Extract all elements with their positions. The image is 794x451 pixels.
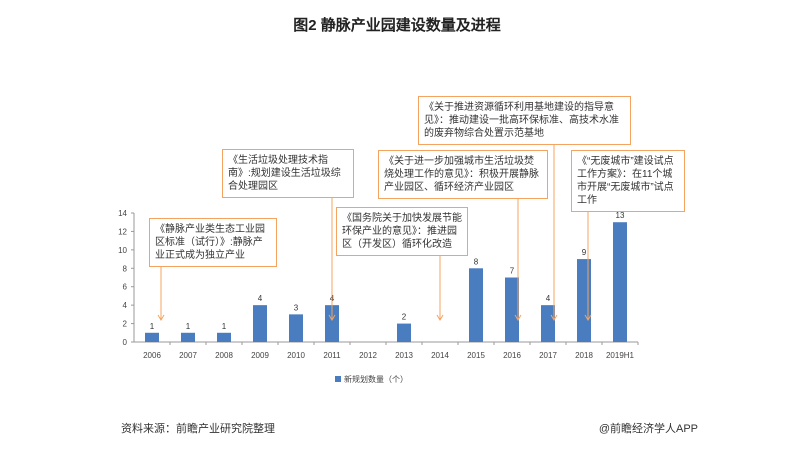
arrow-head-2018 bbox=[584, 314, 592, 321]
data-label-2018: 9 bbox=[582, 248, 587, 257]
y-tick-label: 2 bbox=[123, 320, 128, 329]
x-tick-label: 2010 bbox=[287, 351, 305, 360]
legend-swatch bbox=[335, 376, 341, 382]
y-tick-label: 0 bbox=[123, 338, 128, 347]
x-tick-label: 2018 bbox=[575, 351, 593, 360]
bar-2016 bbox=[505, 277, 519, 342]
data-label-2007: 1 bbox=[186, 322, 191, 331]
x-tick-label: 2016 bbox=[503, 351, 521, 360]
annotation-2014: 《国务院关于加快发展节能环保产业的意见》：推进园区（开发区）循环化改造 bbox=[336, 207, 468, 256]
chart-title: 图2 静脉产业园建设数量及进程 bbox=[293, 17, 501, 34]
bar-2018 bbox=[577, 259, 591, 342]
annotation-2006: 《静脉产业类生态工业园区标准（试行）》:静脉产业正式成为独立产业 bbox=[149, 218, 277, 267]
x-tick-label: 2008 bbox=[215, 351, 233, 360]
data-label-2006: 1 bbox=[150, 322, 155, 331]
data-label-2015: 8 bbox=[474, 257, 479, 266]
x-tick-label: 2013 bbox=[395, 351, 413, 360]
y-tick-label: 8 bbox=[123, 264, 128, 273]
bar-2011 bbox=[325, 305, 339, 342]
x-tick-label: 2015 bbox=[467, 351, 485, 360]
y-tick-label: 14 bbox=[118, 209, 127, 218]
annotation-2016: 《关于进一步加强城市生活垃圾焚烧处理工作的意见》：积极开展静脉产业园区、循环经济… bbox=[378, 150, 548, 199]
bar-2019H1 bbox=[613, 222, 627, 342]
arrow-head-2016 bbox=[514, 314, 522, 321]
x-tick-label: 2007 bbox=[179, 351, 197, 360]
data-label-2016: 7 bbox=[510, 267, 515, 276]
bar-2010 bbox=[289, 314, 303, 342]
arrow-head-2014 bbox=[436, 314, 444, 321]
bar-2013 bbox=[397, 323, 411, 342]
x-tick-label: 2014 bbox=[431, 351, 449, 360]
bar-2006 bbox=[145, 332, 159, 342]
bar-2007 bbox=[181, 332, 195, 342]
chart-legend: 新规划数量（个） bbox=[335, 374, 408, 384]
legend-label: 新规划数量（个） bbox=[344, 374, 408, 384]
y-tick-label: 6 bbox=[123, 283, 128, 292]
bar-2009 bbox=[253, 305, 267, 342]
credit-note: @前瞻经济学人APP bbox=[598, 423, 698, 435]
annotation-arrows bbox=[157, 137, 592, 321]
y-tick-label: 10 bbox=[118, 246, 127, 255]
bar-2008 bbox=[217, 332, 231, 342]
x-tick-label: 2009 bbox=[251, 351, 269, 360]
x-tick-label: 2006 bbox=[143, 351, 161, 360]
data-label-2009: 4 bbox=[258, 294, 263, 303]
data-label-2008: 1 bbox=[222, 322, 227, 331]
x-tick-label: 2012 bbox=[359, 351, 377, 360]
x-tick-label: 2011 bbox=[323, 351, 341, 360]
x-tick-label: 2017 bbox=[539, 351, 557, 360]
y-tick-label: 12 bbox=[118, 227, 127, 236]
arrow-head-2006 bbox=[157, 314, 165, 321]
y-tick-label: 4 bbox=[123, 301, 128, 310]
source-note: 资料来源：前瞻产业研究院整理 bbox=[121, 423, 275, 435]
annotation-2018: 《“无废城市”建设试点工作方案》：在11个城市开展“无废城市”试点工作 bbox=[571, 150, 685, 212]
data-label-2017: 4 bbox=[546, 294, 551, 303]
data-label-2010: 3 bbox=[294, 303, 299, 312]
bar-2015 bbox=[469, 268, 483, 342]
bar-2017 bbox=[541, 305, 555, 342]
data-label-2013: 2 bbox=[402, 313, 407, 322]
x-tick-label: 2019H1 bbox=[606, 351, 635, 360]
data-label-2019H1: 13 bbox=[616, 211, 625, 220]
arrow-head-2017 bbox=[550, 314, 558, 321]
arrow-head-2011 bbox=[328, 314, 336, 321]
annotation-2017: 《关于推进资源循环利用基地建设的指导意见》：推动建设一批高环保标准、高技术水准的… bbox=[418, 96, 631, 145]
annotation-2011: 《生活垃圾处理技术指南》:规划建设生活垃圾综合处理园区 bbox=[222, 149, 354, 198]
